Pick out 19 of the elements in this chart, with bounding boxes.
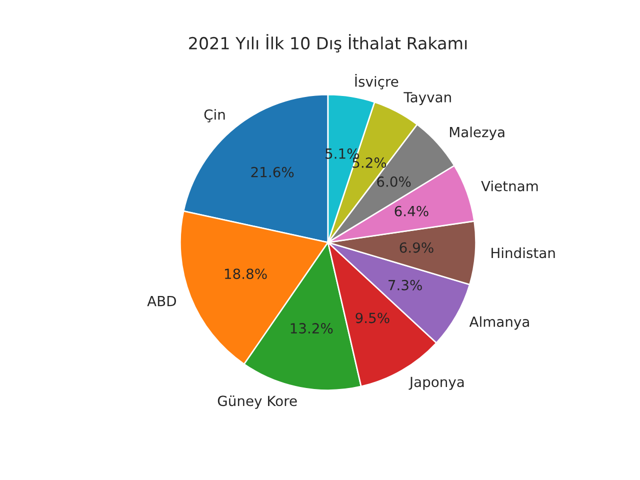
slice-label: ABD [147,296,176,306]
data-label: 9.5% [356,312,390,324]
slice-label: Çin [204,109,225,122]
slice-label: Güney Kore [218,395,297,409]
slice-label: Malezya [450,126,504,140]
slice-label: Tayvan [404,92,451,106]
slice-label: İsviçre [355,74,398,90]
data-label: 13.2% [290,323,333,334]
data-label: 7.3% [388,280,422,290]
data-label: 21.6% [251,166,294,178]
chart-title: 2021 Yılı İlk 10 Dış İthalat Rakamı [189,34,467,52]
data-label: 6.0% [377,176,411,187]
slice-label: Vietnam [481,180,538,192]
slice-label: Japonya [408,376,464,390]
slice-label: Almanya [469,316,529,330]
slice-label: Hindistan [492,247,555,258]
data-label: 18.8% [224,268,267,280]
data-label: 6.9% [400,242,434,253]
data-label: 6.4% [394,206,428,216]
